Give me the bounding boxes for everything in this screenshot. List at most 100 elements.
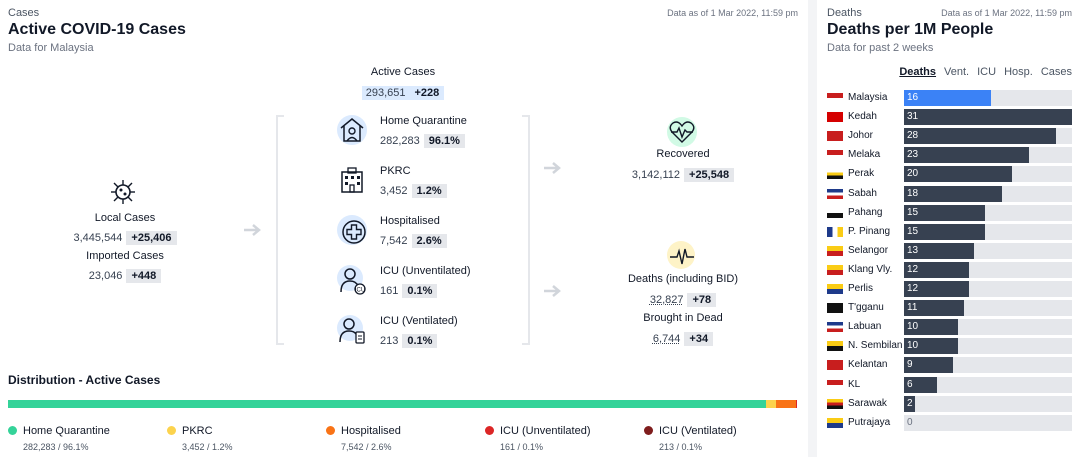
category-pct: 0.1% bbox=[402, 284, 438, 298]
local-cases-label: Local Cases bbox=[94, 212, 156, 224]
category-label: PKRC bbox=[380, 165, 411, 177]
distribution-segment bbox=[775, 400, 797, 408]
state-flag-icon bbox=[827, 322, 843, 333]
tab-icu[interactable]: ICU bbox=[977, 66, 997, 78]
chart-bar bbox=[904, 261, 969, 278]
virus-icon bbox=[109, 178, 137, 206]
chart-value-label: 15 bbox=[907, 206, 919, 218]
distribution-bar bbox=[8, 400, 797, 408]
category-label: ICU (Ventilated) bbox=[380, 315, 458, 327]
chart-category-label: Sabah bbox=[848, 187, 877, 199]
home-quarantine-stat: Home Quarantine 282,283 96.1% bbox=[380, 115, 467, 149]
hospitalised-stat: Hospitalised 7,542 2.6% bbox=[380, 215, 447, 249]
state-flag-icon bbox=[827, 150, 843, 161]
chart-category-label: Putrajaya bbox=[848, 416, 891, 428]
legend-pkrc: PKRC 3,452 / 1.2% bbox=[167, 421, 233, 452]
active-cases-value: 293,651 bbox=[361, 86, 410, 100]
hospital-cross-icon bbox=[336, 214, 368, 246]
deaths-delta: +78 bbox=[687, 293, 717, 307]
chart-category-label: N. Sembilan bbox=[848, 340, 903, 352]
chart-value-label: 10 bbox=[907, 321, 919, 333]
chart-bar bbox=[904, 204, 985, 221]
card-eyebrow: Deaths bbox=[827, 7, 862, 19]
recovered-value: 3,142,112 bbox=[631, 169, 681, 181]
bid-delta: +34 bbox=[684, 332, 714, 346]
chart-value-label: 10 bbox=[907, 340, 919, 352]
state-flag-icon bbox=[827, 169, 843, 180]
local-cases-value: 3,445,544 bbox=[73, 232, 123, 244]
chart-bar-track bbox=[904, 338, 1072, 355]
deaths-value: 32,827 bbox=[649, 294, 684, 306]
icu-unventilated-stat: ICU (Unventilated) 161 0.1% bbox=[380, 265, 470, 299]
state-flag-icon bbox=[827, 303, 843, 314]
arrow-right-icon bbox=[542, 283, 564, 304]
chart-category-label: Perak bbox=[848, 168, 875, 180]
category-pct: 0.1% bbox=[402, 334, 438, 348]
chart-bar bbox=[904, 166, 1012, 183]
legend-label: ICU (Unventilated) bbox=[500, 425, 591, 437]
bid-stat: Brought in Dead 6,744 +34 bbox=[598, 312, 768, 347]
state-flag-icon bbox=[827, 207, 843, 218]
chart-bar-track bbox=[904, 242, 1072, 259]
chart-row: N. Sembilan 10 bbox=[827, 338, 1072, 355]
chart-row: T'gganu 11 bbox=[827, 300, 1072, 317]
category-label: Home Quarantine bbox=[380, 115, 467, 127]
state-flag-icon bbox=[827, 112, 843, 123]
chart-value-label: 18 bbox=[907, 187, 919, 199]
distribution-segment bbox=[796, 400, 797, 408]
active-cases-summary: Active Cases 293,651 +228 bbox=[340, 66, 466, 101]
tab-vent[interactable]: Vent. bbox=[944, 66, 970, 78]
chart-bar bbox=[904, 223, 985, 240]
active-cases-label: Active Cases bbox=[370, 66, 436, 78]
chart-value-label: 20 bbox=[907, 168, 919, 180]
pkrc-stat: PKRC 3,452 1.2% bbox=[380, 165, 447, 199]
chart-bar bbox=[904, 109, 1072, 126]
state-flag-icon bbox=[827, 417, 843, 428]
card-subtitle: Data for Malaysia bbox=[8, 42, 94, 54]
chart-value-label: 28 bbox=[907, 130, 919, 142]
legend-dot bbox=[326, 426, 335, 435]
chart-bar-track bbox=[904, 128, 1072, 145]
bid-label: Brought in Dead bbox=[643, 312, 723, 324]
page-title: Active COVID-19 Cases bbox=[8, 21, 186, 38]
deaths-stat: Deaths (including BID) 32,827 +78 bbox=[598, 273, 768, 308]
chart-row: Malaysia 16 bbox=[827, 90, 1072, 106]
chart-bar bbox=[904, 242, 974, 259]
tab-cases[interactable]: Cases bbox=[1040, 66, 1072, 78]
chart-bar bbox=[904, 300, 964, 317]
chart-bar-track bbox=[904, 281, 1072, 297]
tab-hosp[interactable]: Hosp. bbox=[1004, 66, 1033, 78]
data-timestamp: Data as of 1 Mar 2022, 11:59 pm bbox=[941, 8, 1072, 18]
legend-icu-ventilated: ICU (Ventilated) 213 / 0.1% bbox=[644, 421, 737, 452]
imported-cases-label: Imported Cases bbox=[86, 250, 164, 262]
chart-row: Perlis 12 bbox=[827, 281, 1072, 297]
chart-bar-track bbox=[904, 414, 1072, 431]
home-quarantine-icon bbox=[336, 114, 368, 146]
chart-bar-track bbox=[904, 319, 1072, 336]
chart-bar-track bbox=[904, 166, 1072, 183]
chart-category-label: Klang Vly. bbox=[848, 263, 893, 275]
chart-bar bbox=[904, 185, 1002, 202]
chart-value-label: 31 bbox=[907, 111, 919, 123]
state-flag-icon bbox=[827, 341, 843, 352]
legend-value: 161 / 0.1% bbox=[500, 442, 544, 452]
legend-dot bbox=[644, 426, 653, 435]
chart-category-label: Malaysia bbox=[848, 92, 888, 103]
pkrc-building-icon bbox=[336, 164, 368, 196]
card-subtitle: Data for past 2 weeks bbox=[827, 42, 934, 54]
icu-ventilated-stat: ICU (Ventilated) 213 0.1% bbox=[380, 315, 458, 349]
chart-value-label: 9 bbox=[907, 359, 913, 371]
legend-hospitalised: Hospitalised 7,542 / 2.6% bbox=[326, 421, 401, 452]
state-flag-icon bbox=[827, 93, 843, 103]
legend-value: 282,283 / 96.1% bbox=[23, 442, 89, 452]
svg-text:ICU: ICU bbox=[355, 288, 365, 294]
left-bracket bbox=[276, 115, 284, 345]
chart-category-label: Melaka bbox=[848, 149, 881, 161]
active-cases-card: Cases Data as of 1 Mar 2022, 11:59 pm Ac… bbox=[0, 0, 808, 457]
heartbeat-icon bbox=[666, 116, 698, 148]
data-timestamp: Data as of 1 Mar 2022, 11:59 pm bbox=[667, 8, 798, 18]
chart-bar-track bbox=[904, 147, 1072, 164]
right-bracket bbox=[522, 115, 530, 345]
category-value: 7,542 bbox=[380, 235, 408, 247]
tab-deaths[interactable]: Deaths bbox=[899, 66, 937, 78]
